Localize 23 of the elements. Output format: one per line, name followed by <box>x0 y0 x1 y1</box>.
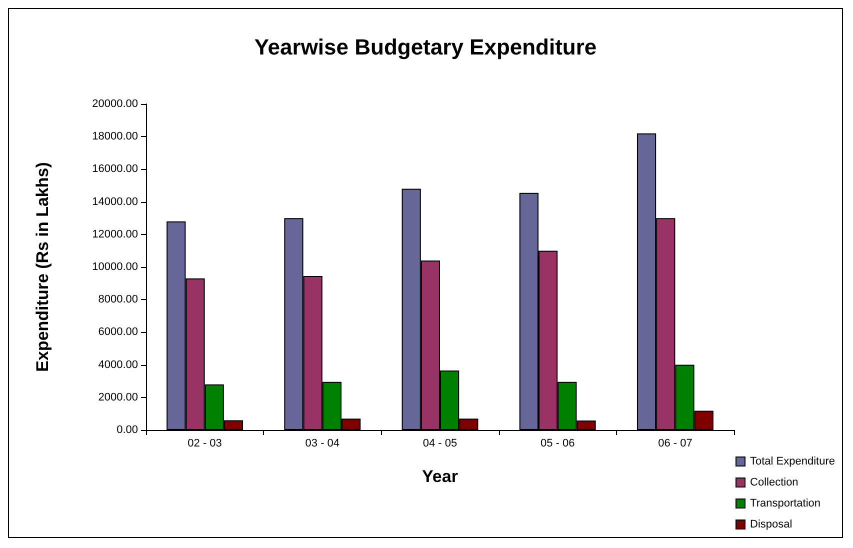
y-tick-label: 8000.00 <box>98 294 138 306</box>
x-tick-label: 04 - 05 <box>422 438 458 450</box>
y-tick-label: 6000.00 <box>98 326 138 338</box>
y-tick-label: 16000.00 <box>92 163 138 176</box>
legend-label: Transportation <box>750 498 821 510</box>
y-tick-label: 14000.00 <box>92 196 138 208</box>
chart-title: Yearwise Budgetary Expenditure <box>254 34 597 60</box>
y-tick-label: 2000.00 <box>98 391 138 404</box>
legend-label: Disposal <box>750 518 792 530</box>
y-tick-label: 18000.00 <box>92 130 138 143</box>
y-tick-label: 10000.00 <box>92 261 138 273</box>
y-tick-label: 12000.00 <box>92 228 138 240</box>
legend-label: Collection <box>750 476 798 488</box>
legend-label: Total Expenditure <box>750 456 835 468</box>
x-tick-label: 05 - 06 <box>540 438 575 450</box>
y-tick-label: 20000.00 <box>92 98 138 110</box>
x-tick-label: 02 - 03 <box>188 438 222 450</box>
x-tick-label: 06 - 07 <box>658 438 692 450</box>
y-tick-label: 4000.00 <box>98 358 138 371</box>
x-tick-label: 03 - 04 <box>305 438 340 450</box>
x-axis-title: Year <box>422 467 458 486</box>
y-axis-title: Expenditure (Rs in Lakhs) <box>33 162 52 372</box>
y-tick-label: 0.00 <box>116 424 138 436</box>
